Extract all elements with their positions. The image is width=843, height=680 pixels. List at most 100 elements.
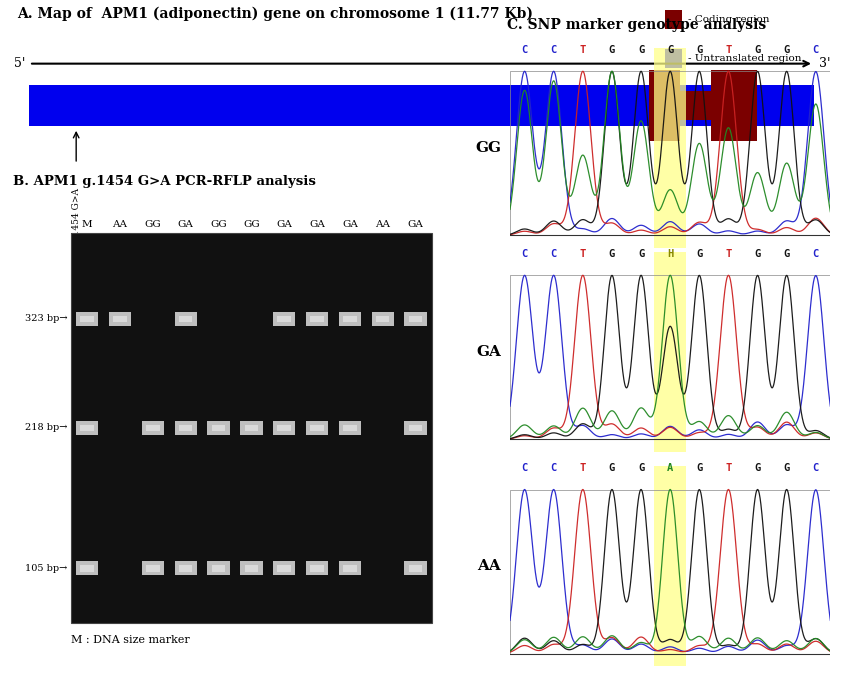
Text: G: G: [754, 45, 760, 55]
Bar: [680, 90, 711, 120]
Bar: [306, 561, 328, 575]
Text: T: T: [725, 249, 732, 259]
Bar: [306, 311, 328, 326]
Text: C: C: [813, 45, 819, 55]
Bar: [649, 69, 680, 141]
Bar: [310, 566, 324, 572]
Bar: [376, 316, 389, 322]
Bar: [273, 311, 295, 326]
Bar: [343, 566, 357, 572]
Bar: [277, 566, 291, 572]
Text: G: G: [783, 45, 790, 55]
Text: C. SNP marker genotype analysis: C. SNP marker genotype analysis: [507, 18, 766, 33]
Bar: [179, 566, 192, 572]
Text: B. APM1 g.1454 G>A PCR-RFLP analysis: B. APM1 g.1454 G>A PCR-RFLP analysis: [13, 175, 315, 188]
Bar: [146, 425, 159, 431]
Text: M: M: [82, 220, 93, 229]
Bar: [142, 561, 164, 575]
Bar: [80, 566, 94, 572]
Text: GA: GA: [342, 220, 357, 229]
Bar: [175, 561, 197, 575]
Bar: [343, 316, 357, 322]
Text: GA: GA: [277, 220, 293, 229]
Bar: [665, 10, 682, 29]
Bar: [405, 561, 427, 575]
Text: C: C: [550, 45, 557, 55]
Text: G: G: [667, 45, 674, 55]
Text: C: C: [522, 463, 528, 473]
Bar: [179, 425, 192, 431]
Bar: [212, 425, 225, 431]
Text: G: G: [696, 463, 702, 473]
Text: GG: GG: [243, 220, 260, 229]
Text: GA: GA: [178, 220, 194, 229]
Bar: [175, 311, 197, 326]
Text: GA: GA: [476, 345, 501, 359]
Text: C: C: [550, 249, 557, 259]
Text: GG: GG: [144, 220, 161, 229]
Text: GG: GG: [475, 141, 501, 155]
Bar: [277, 425, 291, 431]
Text: T: T: [580, 249, 586, 259]
Bar: [109, 311, 132, 326]
Text: 3': 3': [819, 57, 830, 70]
Text: A: A: [667, 463, 674, 473]
Text: C: C: [522, 249, 528, 259]
Text: H: H: [667, 249, 674, 259]
Bar: [240, 421, 262, 435]
Text: C: C: [522, 45, 528, 55]
Text: GG: GG: [210, 220, 227, 229]
Text: T: T: [725, 463, 732, 473]
Text: T: T: [725, 45, 732, 55]
Bar: [757, 84, 780, 126]
Bar: [405, 421, 427, 435]
Text: G: G: [609, 249, 615, 259]
Bar: [65, 185, 88, 248]
Bar: [277, 316, 291, 322]
Bar: [207, 561, 229, 575]
Bar: [409, 425, 422, 431]
Bar: [306, 421, 328, 435]
Bar: [510, 275, 830, 439]
Bar: [343, 425, 357, 431]
Bar: [71, 233, 432, 623]
Bar: [711, 69, 757, 141]
Bar: [405, 311, 427, 326]
Text: 5': 5': [13, 57, 25, 70]
Text: C: C: [813, 463, 819, 473]
Bar: [654, 48, 686, 248]
Bar: [244, 425, 258, 431]
Text: G: G: [638, 249, 644, 259]
Text: GA: GA: [309, 220, 325, 229]
Bar: [310, 425, 324, 431]
Bar: [409, 566, 422, 572]
Text: G: G: [638, 45, 644, 55]
Text: - Coding region: - Coding region: [689, 15, 770, 24]
Bar: [654, 466, 686, 666]
Text: AA: AA: [375, 220, 390, 229]
Bar: [240, 561, 262, 575]
Text: C: C: [813, 249, 819, 259]
Bar: [179, 316, 192, 322]
Bar: [339, 311, 361, 326]
Bar: [409, 316, 422, 322]
Bar: [175, 421, 197, 435]
Bar: [510, 71, 830, 235]
Text: G: G: [754, 249, 760, 259]
Bar: [76, 421, 99, 435]
Text: AA: AA: [112, 220, 127, 229]
Bar: [146, 566, 159, 572]
Text: G: G: [609, 45, 615, 55]
Bar: [273, 561, 295, 575]
Text: 323 bp→: 323 bp→: [24, 314, 67, 323]
Text: g.1454 G>A: g.1454 G>A: [72, 188, 81, 244]
Text: C: C: [550, 463, 557, 473]
Bar: [207, 421, 229, 435]
Text: M : DNA size marker: M : DNA size marker: [71, 635, 190, 645]
Bar: [244, 566, 258, 572]
Text: A. Map of  APM1 (adiponectin) gene on chromosome 1 (11.77 Kb): A. Map of APM1 (adiponectin) gene on chr…: [17, 7, 533, 21]
Bar: [273, 421, 295, 435]
Text: G: G: [696, 45, 702, 55]
Text: T: T: [580, 45, 586, 55]
Bar: [76, 561, 99, 575]
